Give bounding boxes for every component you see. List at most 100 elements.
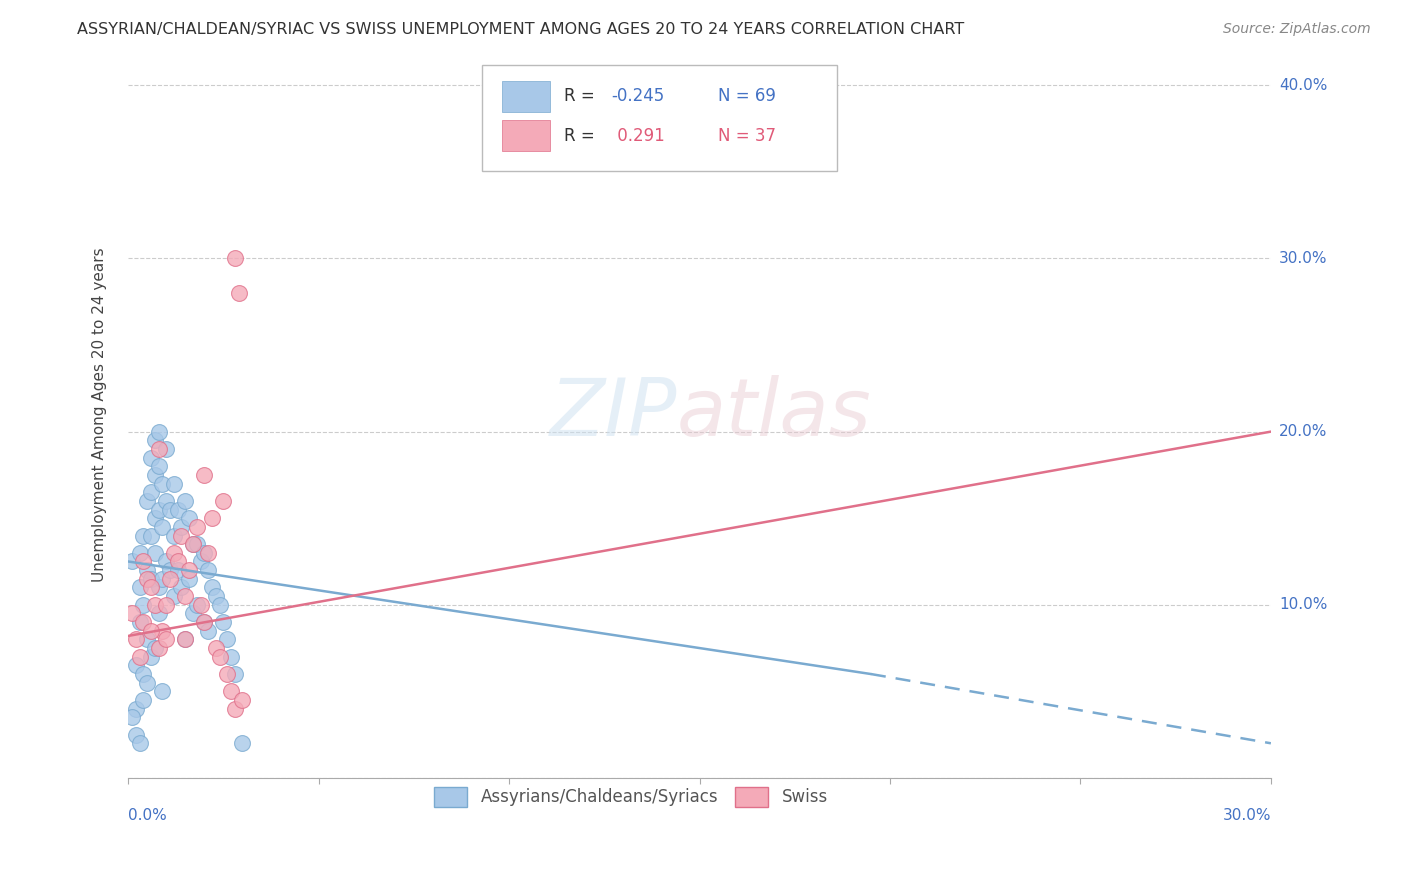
Point [143, 641, 166, 656]
Point [121, 554, 143, 568]
Point [155, 494, 177, 508]
Text: Source: ZipAtlas.com: Source: ZipAtlas.com [1223, 22, 1371, 37]
Point [163, 589, 186, 603]
Point [179, 563, 201, 577]
Text: ZIP: ZIP [550, 376, 676, 453]
Point [128, 615, 150, 629]
FancyBboxPatch shape [502, 120, 550, 151]
Point [193, 615, 215, 629]
Text: ASSYRIAN/CHALDEAN/SYRIAC VS SWISS UNEMPLOYMENT AMONG AGES 20 TO 24 YEARS CORRELA: ASSYRIAN/CHALDEAN/SYRIAC VS SWISS UNEMPL… [77, 22, 965, 37]
Point [190, 598, 212, 612]
Point [174, 632, 197, 647]
Point [219, 649, 242, 664]
Point [136, 563, 159, 577]
Point [170, 528, 193, 542]
Point [193, 615, 215, 629]
Point [155, 554, 177, 568]
Y-axis label: Unemployment Among Ages 20 to 24 years: Unemployment Among Ages 20 to 24 years [93, 247, 107, 582]
Point [143, 467, 166, 482]
Point [139, 528, 162, 542]
Point [143, 511, 166, 525]
Point [143, 546, 166, 560]
Point [152, 624, 174, 638]
Point [136, 675, 159, 690]
Text: 20.0%: 20.0% [1279, 424, 1327, 439]
Point [204, 641, 226, 656]
FancyBboxPatch shape [482, 65, 837, 170]
Point [132, 598, 155, 612]
Point [186, 598, 208, 612]
Text: N = 69: N = 69 [718, 87, 776, 105]
Point [152, 684, 174, 698]
Point [152, 572, 174, 586]
Point [136, 494, 159, 508]
Point [159, 572, 181, 586]
Point [155, 598, 177, 612]
Text: 0.0%: 0.0% [128, 808, 167, 823]
Point [139, 649, 162, 664]
Point [212, 494, 235, 508]
Text: atlas: atlas [676, 376, 872, 453]
Point [132, 693, 155, 707]
Point [193, 546, 215, 560]
Legend: Assyrians/Chaldeans/Syriacs, Swiss: Assyrians/Chaldeans/Syriacs, Swiss [427, 780, 835, 814]
Point [163, 546, 186, 560]
Point [132, 667, 155, 681]
Point [136, 572, 159, 586]
Point [186, 520, 208, 534]
Text: R =: R = [564, 127, 599, 145]
Point [174, 494, 197, 508]
Point [212, 615, 235, 629]
Point [224, 667, 246, 681]
Point [128, 581, 150, 595]
Point [136, 632, 159, 647]
Point [181, 537, 204, 551]
Point [174, 632, 197, 647]
Point [208, 649, 231, 664]
Point [197, 624, 219, 638]
Point [139, 581, 162, 595]
Point [219, 684, 242, 698]
Point [143, 598, 166, 612]
Point [159, 502, 181, 516]
Point [170, 520, 193, 534]
Point [231, 693, 253, 707]
Point [197, 563, 219, 577]
Point [163, 476, 186, 491]
Point [231, 736, 253, 750]
Point [125, 658, 148, 673]
Point [139, 450, 162, 465]
Point [148, 442, 170, 456]
Point [128, 546, 150, 560]
Point [217, 632, 239, 647]
Text: 30.0%: 30.0% [1222, 808, 1271, 823]
Point [132, 615, 155, 629]
Point [152, 520, 174, 534]
Point [152, 476, 174, 491]
FancyBboxPatch shape [502, 81, 550, 112]
Point [139, 572, 162, 586]
Point [132, 528, 155, 542]
Point [132, 554, 155, 568]
Point [148, 581, 170, 595]
Point [139, 485, 162, 500]
Point [186, 537, 208, 551]
Text: 10.0%: 10.0% [1279, 598, 1327, 612]
Point [125, 632, 148, 647]
Point [181, 537, 204, 551]
Point [121, 710, 143, 724]
Point [197, 546, 219, 560]
Point [121, 607, 143, 621]
Point [228, 286, 250, 301]
Point [224, 252, 246, 266]
Point [128, 736, 150, 750]
Text: N = 37: N = 37 [718, 127, 776, 145]
Point [217, 667, 239, 681]
Point [224, 701, 246, 715]
Point [179, 572, 201, 586]
Point [143, 434, 166, 448]
Text: 0.291: 0.291 [612, 127, 664, 145]
Point [166, 563, 188, 577]
Text: -0.245: -0.245 [612, 87, 665, 105]
Text: 40.0%: 40.0% [1279, 78, 1327, 93]
